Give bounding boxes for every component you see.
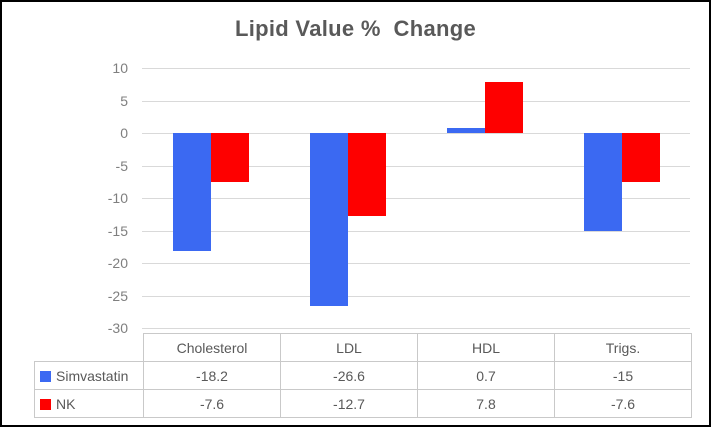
bar-nk-hdl: [484, 82, 523, 133]
gridline--30: [142, 328, 690, 329]
y-tick-label--30: -30: [107, 320, 128, 336]
gridline-0: [142, 133, 690, 134]
bar-simvastatin-hdl: [446, 128, 485, 133]
bar-simvastatin-ldl: [309, 133, 348, 306]
value-nk-ldl: -12.7: [280, 389, 418, 418]
table-header-cholesterol: Cholesterol: [143, 333, 281, 362]
legend-swatch-nk: [40, 398, 51, 410]
chart-title: Lipid Value % Change: [234, 16, 476, 41]
y-tick-label--5: -5: [115, 157, 128, 174]
table-row-nk: NK -7.6 -12.7 7.8 -7.6: [34, 389, 692, 418]
gridline--15: [142, 230, 690, 232]
data-table: Cholesterol LDL HDL Trigs. Simvastatin -18.2-…: [34, 333, 692, 418]
y-tick-label--25: -25: [107, 287, 128, 304]
y-tick-label--10: -10: [107, 190, 128, 206]
legend-label-nk: NK: [56, 395, 76, 412]
y-tick-label--20: -20: [107, 255, 128, 271]
value-simvastatin-cholesterol: -18.2: [143, 361, 281, 390]
gridline--5: [142, 165, 690, 167]
gridline--25: [142, 295, 690, 297]
value-nk-hdl: 7.8: [417, 389, 555, 418]
table-corner-cell: [35, 334, 144, 362]
table-row-simvastatin: Simvastatin -18.2 -26.6 0.7 -15: [34, 361, 692, 390]
y-tick-label--15: -15: [107, 222, 128, 239]
value-nk-trigs: -7.6: [554, 389, 692, 418]
gridline--10: [142, 198, 690, 199]
value-simvastatin-trigs: -15: [554, 361, 692, 390]
y-tick-label-10: 10: [112, 60, 128, 76]
value-simvastatin-hdl: 0.7: [417, 361, 555, 390]
y-tick-label-0: 0: [120, 125, 128, 141]
bar-nk-trigs: [621, 133, 660, 183]
bar-simvastatin-trigs: [583, 133, 622, 231]
gridline--20: [142, 263, 690, 264]
gridline-10: [142, 68, 690, 69]
legend-swatch-simvastatin: [40, 370, 51, 382]
table-header-ldl: LDL: [280, 333, 418, 362]
table-header-row: Cholesterol LDL HDL Trigs.: [35, 333, 692, 362]
plot-area: [142, 68, 690, 329]
value-simvastatin-ldl: -26.6: [280, 361, 418, 390]
y-tick-label-5: 5: [120, 92, 128, 109]
bar-nk-ldl: [347, 133, 386, 216]
value-nk-cholesterol: -7.6: [143, 389, 281, 418]
legend-cell-nk: NK: [34, 389, 144, 418]
gridline-5: [142, 100, 690, 102]
y-axis: 10 5 0 -5 -10 -15 -20 -25 -30: [2, 60, 128, 336]
table-header-hdl: HDL: [417, 333, 555, 362]
legend-cell-simvastatin: Simvastatin: [34, 361, 144, 390]
bar-nk-cholesterol: [210, 133, 249, 183]
table-header-trigs: Trigs.: [554, 333, 692, 362]
legend-label-simvastatin: Simvastatin: [56, 367, 129, 384]
bar-simvastatin-cholesterol: [172, 133, 211, 252]
